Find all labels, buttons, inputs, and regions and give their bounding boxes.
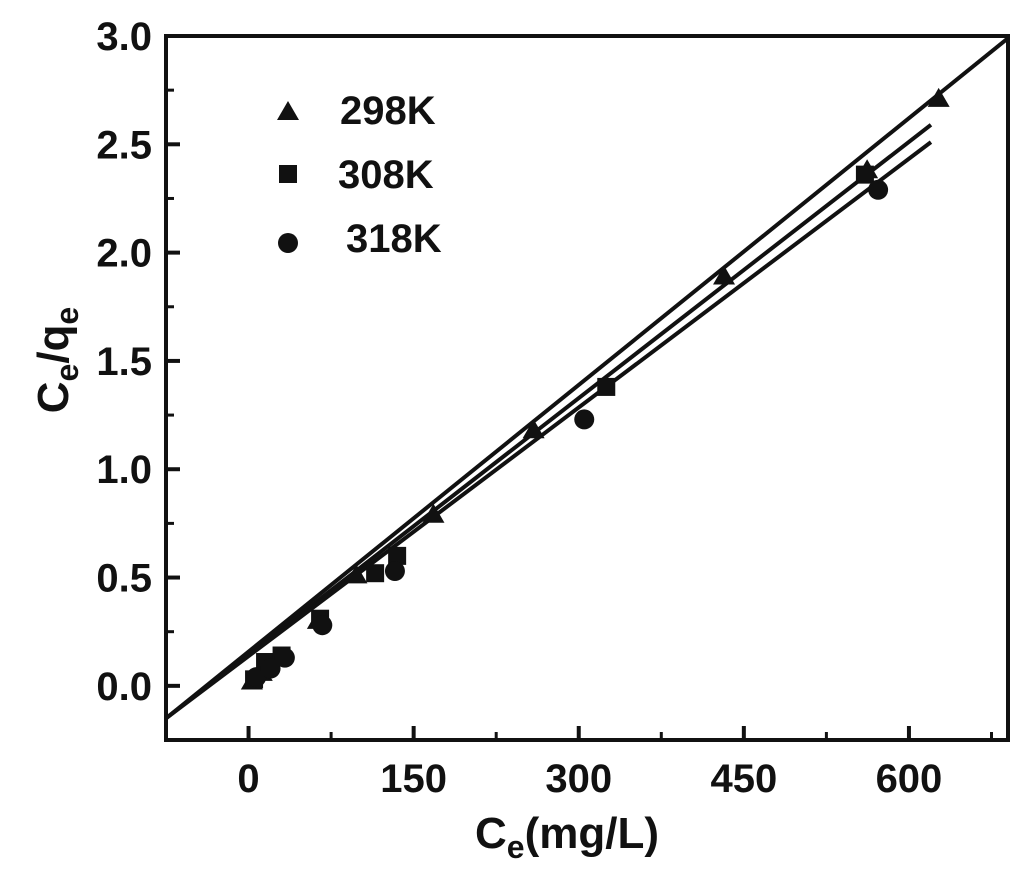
x-axis-title-units: (mg/L) — [525, 809, 659, 858]
y-tick-label: 1.5 — [96, 340, 152, 384]
legend-label-298k: 298K — [340, 89, 436, 133]
fit-line-308k — [166, 123, 933, 720]
fit-line-318k — [166, 140, 933, 720]
legend-square-marker — [279, 165, 297, 183]
legend-circle-marker — [278, 233, 298, 253]
data-point-308k — [597, 377, 616, 396]
data-point-318k — [312, 615, 333, 636]
x-tick-label: 0 — [237, 757, 259, 801]
legend-label-308k: 308K — [338, 153, 434, 197]
data-point-298k — [522, 419, 545, 439]
y-tick-label: 1.0 — [96, 448, 152, 492]
data-point-318k — [246, 667, 267, 688]
legend-label-318k: 318K — [346, 217, 442, 261]
x-axis-title-main: C — [475, 809, 507, 858]
data-point-308k — [388, 546, 407, 565]
fit-line-298k — [166, 36, 1008, 720]
y-axis-title-separator: /q — [29, 325, 78, 364]
y-tick-label: 0.0 — [96, 665, 152, 709]
axis-ticks — [166, 34, 993, 742]
data-point-318k — [274, 647, 295, 668]
x-tick-label: 300 — [545, 757, 612, 801]
x-tick-label: 450 — [710, 757, 777, 801]
data-point-318k — [574, 409, 595, 430]
y-axis-title-main: C — [29, 381, 78, 413]
x-tick-label: 600 — [876, 757, 943, 801]
data-point-308k — [855, 165, 874, 184]
y-tick-label: 2.5 — [96, 123, 152, 167]
plot-border — [164, 34, 1010, 742]
data-point-308k — [366, 564, 385, 583]
x-axis-title-subscript: e — [507, 829, 525, 865]
fit-lines — [166, 36, 1008, 720]
legend-triangle-marker — [277, 101, 299, 120]
y-tick-label: 0.5 — [96, 557, 152, 601]
y-axis-title-subscript-2: e — [49, 307, 85, 325]
y-axis-title: Ce/qe — [29, 307, 85, 413]
y-tick-label: 2.0 — [96, 232, 152, 276]
data-point-298k — [927, 87, 950, 107]
data-markers — [240, 87, 950, 690]
plot-frame — [164, 34, 1010, 742]
tick-labels: 0 150 300 450 600 0.0 0.5 1.0 1.5 2.0 2.5 3.0 — [96, 15, 942, 801]
data-point-318k — [384, 561, 405, 582]
legend: 298K 308K 318K — [277, 89, 442, 261]
data-point-318k — [260, 658, 281, 679]
x-axis-title: Ce(mg/L) — [475, 809, 659, 865]
y-axis-title-subscript: e — [49, 364, 85, 382]
data-point-298k — [422, 503, 445, 523]
data-point-298k — [345, 564, 368, 584]
data-point-318k — [868, 179, 889, 200]
y-tick-label: 3.0 — [96, 15, 152, 59]
x-tick-label: 150 — [380, 757, 447, 801]
data-point-298k — [713, 265, 736, 285]
